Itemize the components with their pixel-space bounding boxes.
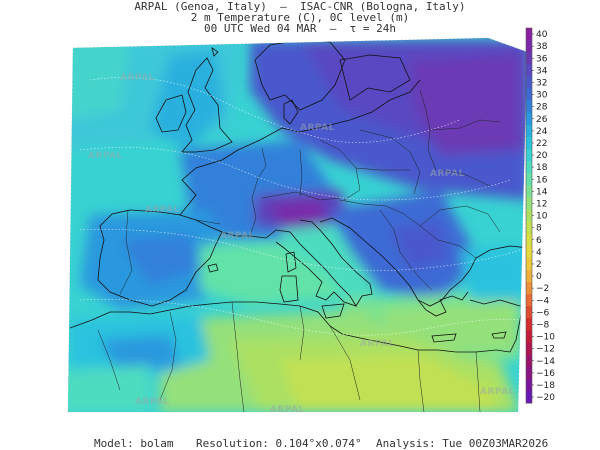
colorbar: 4038363432302826242220181614121086420−2−…: [525, 27, 555, 404]
colorbar-swatch: [526, 245, 532, 259]
watermark-label: ARPAL: [430, 169, 465, 179]
colorbar-label: 8: [536, 224, 542, 234]
colorbar-swatch: [526, 136, 532, 150]
watermark-label: ARPAL: [120, 73, 155, 83]
colorbar-swatch: [526, 366, 532, 380]
analysis-label: Analysis:: [376, 437, 436, 450]
colorbar-swatch: [526, 233, 532, 247]
colorbar-label: 12: [536, 199, 547, 209]
colorbar-label: 2: [536, 260, 542, 270]
colorbar-label: −4: [536, 296, 550, 306]
colorbar-swatch: [526, 378, 532, 392]
colorbar-label: 24: [536, 127, 548, 137]
coastlines: [69, 39, 527, 353]
colorbar-swatch: [526, 306, 532, 319]
colorbar-swatch: [526, 282, 532, 295]
colorbar-swatch: [526, 64, 532, 77]
watermark-label: ARPAL: [360, 339, 395, 349]
colorbar-label: 26: [536, 115, 548, 125]
colorbar-label: 10: [536, 212, 548, 222]
colorbar-swatch: [526, 318, 532, 331]
watermark-label: ARPAL: [88, 151, 123, 161]
colorbar-swatch: [526, 100, 532, 113]
colorbar-swatch: [526, 270, 532, 283]
colorbar-swatch: [526, 52, 532, 65]
footer-resolution: Resolution: 0.104°x0.074°: [196, 437, 362, 450]
colorbar-swatch: [526, 209, 532, 222]
colorbar-swatch: [526, 185, 532, 198]
colorbar-swatch: [526, 173, 532, 186]
colorbar-label: 4: [536, 248, 542, 258]
watermark-label: ARPAL: [480, 387, 515, 397]
colorbar-swatch: [526, 28, 532, 41]
colorbar-swatch: [526, 149, 532, 162]
colorbar-swatch: [526, 124, 532, 138]
colorbar-swatch: [526, 197, 532, 210]
colorbar-label: −14: [536, 357, 555, 367]
country-borders: [97, 89, 501, 412]
watermark-label: ARPAL: [145, 205, 180, 215]
watermark-label: ARPAL: [220, 231, 255, 241]
model-value: bolam: [140, 437, 174, 450]
colorbar-swatch: [526, 391, 532, 404]
colorbar-label: 16: [536, 175, 548, 185]
colorbar-swatch: [526, 40, 532, 53]
colorbar-label: −6: [536, 308, 550, 318]
colorbar-label: −2: [536, 284, 549, 294]
model-label: Model:: [94, 437, 134, 450]
colorbar-swatch: [526, 354, 532, 368]
colorbar-label: −18: [536, 381, 555, 391]
colorbar-label: 28: [536, 103, 548, 113]
colorbar-label: 22: [536, 139, 547, 149]
colorbar-label: 6: [536, 236, 542, 246]
colorbar-label: 30: [536, 91, 548, 101]
colorbar-swatch: [526, 88, 532, 101]
footer-analysis: Analysis: Tue 00Z03MAR2026: [376, 437, 548, 450]
header-line-2: 2 m Temperature (C), 0C level (m): [190, 11, 410, 24]
colorbar-label: −12: [536, 345, 555, 355]
watermark-label: ARPAL: [135, 397, 170, 407]
analysis-value: Tue 00Z03MAR2026: [442, 437, 549, 450]
colorbar-label: −10: [536, 333, 555, 343]
colorbar-label: −16: [536, 369, 555, 379]
colorbar-label: −8: [536, 320, 550, 330]
resolution-value: 0.104°x0.074°: [275, 437, 362, 450]
colorbar-label: 40: [536, 30, 548, 40]
header-line-1: ARPAL (Genoa, Italy) — ISAC-CNR (Bologna…: [134, 0, 466, 13]
watermark-label: ARPAL: [300, 123, 335, 133]
colorbar-label: 0: [536, 272, 542, 282]
footer-model: Model: bolam: [94, 437, 174, 450]
header-line-3: 00 UTC Wed 04 MAR — τ = 24h: [203, 22, 397, 35]
colorbar-swatch: [526, 221, 532, 234]
colorbar-swatch: [526, 294, 532, 307]
colorbar-label: 38: [536, 42, 548, 52]
colorbar-swatch: [526, 76, 532, 89]
colorbar-swatch: [526, 161, 532, 174]
colorbar-label: 14: [536, 187, 548, 197]
colorbar-swatch: [526, 257, 532, 271]
colorbar-label: 20: [536, 151, 548, 161]
colorbar-label: 18: [536, 163, 548, 173]
colorbar-swatch: [526, 112, 532, 126]
colorbar-label: −20: [536, 393, 555, 403]
colorbar-label: 32: [536, 78, 547, 88]
colorbar-swatch: [526, 342, 532, 355]
resolution-label: Resolution:: [196, 437, 269, 450]
colorbar-label: 34: [536, 66, 548, 76]
watermark-label: ARPAL: [270, 405, 305, 415]
freezing-level-contours: [79, 77, 521, 336]
colorbar-frame: [525, 27, 533, 404]
colorbar-label: 36: [536, 54, 548, 64]
colorbar-swatch: [526, 330, 532, 343]
